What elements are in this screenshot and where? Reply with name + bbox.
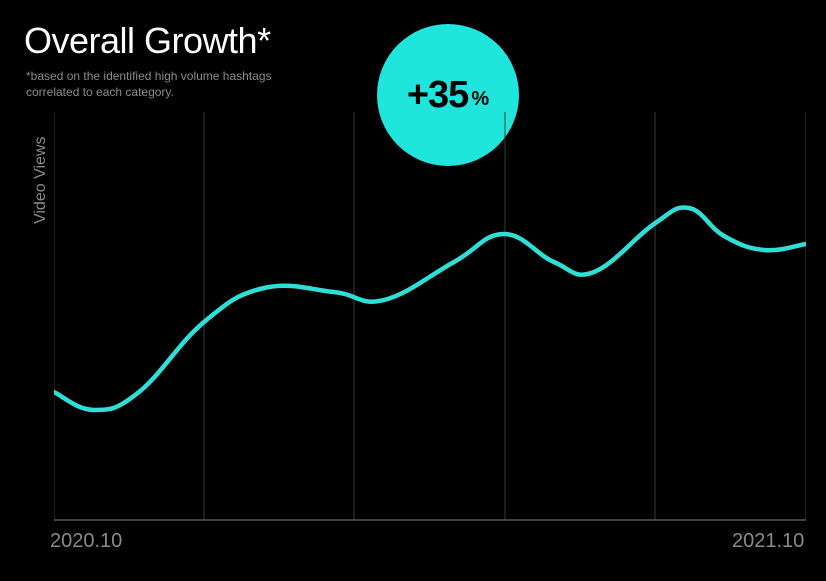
growth-value: +35 xyxy=(407,74,468,117)
chart-footnote: *based on the identified high volume has… xyxy=(26,68,272,100)
growth-percent-sign: % xyxy=(471,88,489,111)
x-axis-start-label: 2020.10 xyxy=(50,530,122,553)
line-chart-svg xyxy=(54,112,806,530)
chart-title: Overall Growth* xyxy=(24,20,271,62)
y-axis-label: Video Views xyxy=(32,137,50,224)
x-axis-end-label: 2021.10 xyxy=(732,530,804,553)
chart-container: Overall Growth* *based on the identified… xyxy=(0,0,826,581)
